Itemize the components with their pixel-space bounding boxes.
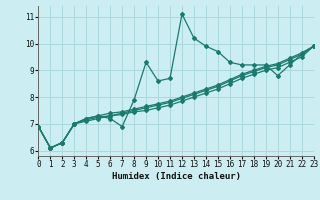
X-axis label: Humidex (Indice chaleur): Humidex (Indice chaleur)	[111, 172, 241, 181]
